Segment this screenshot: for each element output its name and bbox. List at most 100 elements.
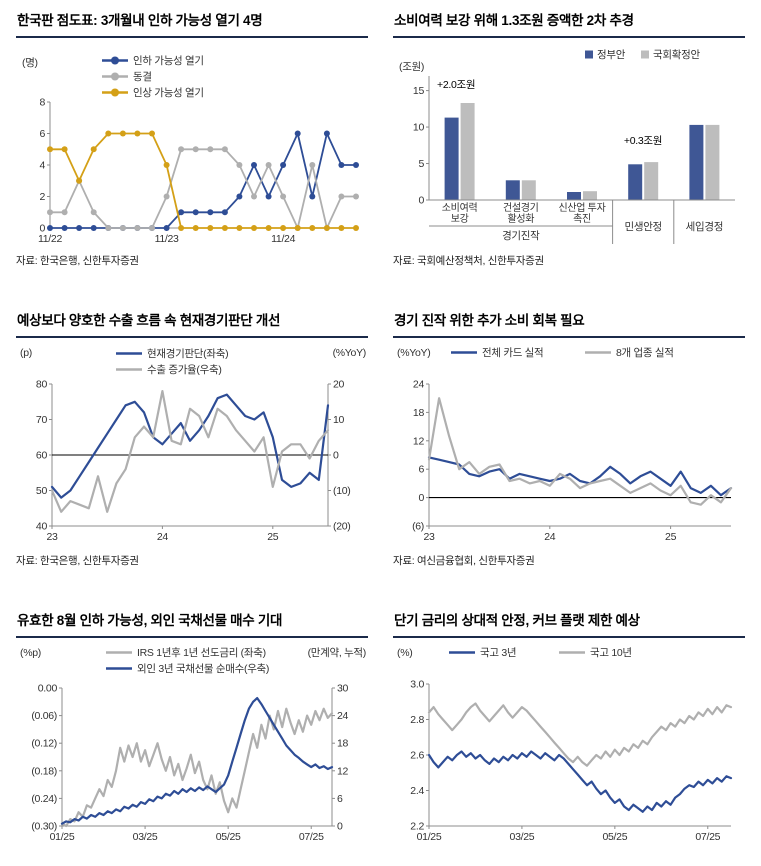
series-marker [221,224,228,231]
svg-text:6: 6 [418,463,424,475]
series-marker [61,224,68,231]
series-marker [236,193,243,200]
svg-text:동결: 동결 [133,71,152,83]
svg-text:03/25: 03/25 [133,831,158,843]
svg-text:24: 24 [544,531,556,543]
svg-text:세입경정: 세입경정 [686,220,723,233]
series-marker [178,146,185,153]
series-line [49,132,357,229]
svg-text:인하 가능성 열기: 인하 가능성 열기 [133,54,204,67]
series-marker [163,224,170,231]
series-marker [323,130,330,137]
series-marker [309,193,316,200]
svg-text:+2.0조원: +2.0조원 [437,79,475,91]
svg-text:(만계약, 누적): (만계약, 누적) [308,647,366,659]
series-marker [192,146,199,153]
series-line [427,456,733,497]
svg-text:(10): (10) [333,485,350,497]
series-marker [294,130,301,137]
series-marker [251,193,257,200]
bar [644,161,659,200]
svg-text:촉진: 촉진 [573,213,591,225]
series-marker [90,146,97,153]
svg-text:외인 3년 국채선물 순매수(우축): 외인 3년 국채선물 순매수(우축) [137,663,269,675]
series-marker [338,224,345,231]
ktb-yields-chart: 3.0 2.8 2.6 2.4 2.201/25 03/25 05/25 07/25 (%) 국고… [397,647,733,843]
chart-title-bsi-exports: 예상보다 양호한 수출 흐름 속 현재경기판단 개선 [16,310,368,338]
chart-title-irs-futures: 유효한 8월 인하 가능성, 외인 국채선물 매수 기대 [16,610,368,638]
series-marker [149,130,155,137]
svg-text:2.8: 2.8 [410,714,424,726]
series-marker [353,224,359,231]
svg-text:70: 70 [36,414,48,426]
series-line [60,696,334,825]
series-marker [178,224,185,231]
svg-text:8개 업종 실적: 8개 업종 실적 [616,346,674,359]
svg-text:(0.30): (0.30) [31,820,57,832]
svg-text:(%): (%) [397,647,412,659]
svg-text:03/25: 03/25 [510,831,535,843]
svg-text:05/25: 05/25 [216,831,241,843]
svg-text:소비여력: 소비여력 [442,202,478,214]
svg-text:(0.24): (0.24) [31,793,57,805]
svg-text:정부안: 정부안 [597,49,626,61]
chart-title-card-spending: 경기 진작 위한 추가 소비 회복 필요 [393,310,745,338]
svg-text:24: 24 [337,710,349,722]
svg-text:(0.06): (0.06) [31,710,57,722]
svg-text:25: 25 [267,531,279,543]
svg-text:2.6: 2.6 [410,749,424,761]
svg-text:(20): (20) [333,520,350,532]
series-marker [323,224,330,231]
svg-text:24: 24 [413,378,425,390]
series-marker [134,224,141,231]
svg-text:(%p): (%p) [20,647,41,659]
series-marker [236,161,243,168]
series-marker [90,209,97,216]
series-marker [105,130,112,137]
svg-text:국고 10년: 국고 10년 [590,647,632,659]
svg-text:(6): (6) [412,520,424,532]
svg-text:0: 0 [333,449,339,461]
series-line [427,702,733,767]
chart-source-supplementary-budget: 자료: 국회예산정책처, 신한투자증권 [393,254,544,267]
svg-text:2.2: 2.2 [410,820,424,832]
svg-text:국회확정안: 국회확정안 [653,48,700,61]
svg-text:2: 2 [39,191,45,203]
series-marker [265,161,272,168]
svg-text:24: 24 [157,531,169,543]
series-marker [207,146,214,153]
legend-swatch [585,50,593,59]
series-marker [192,209,199,216]
series-marker [119,130,126,137]
series-marker [192,224,199,231]
series-marker [207,224,214,231]
series-marker [134,130,141,137]
bar [628,164,643,200]
svg-text:12: 12 [337,765,349,777]
chart-block-supplementary-budget: 소비여력 보강 위해 1.3조원 증액한 2차 추경 15 10 5 0 소비여력 보강 건… [393,10,745,268]
series-marker [265,193,272,200]
svg-text:25: 25 [665,531,677,543]
svg-text:IRS 1년후 1년 선도금리 (좌축): IRS 1년후 1년 선도금리 (좌축) [137,647,266,659]
chart-area-irs-futures: 0.00 (0.06) (0.12) (0.18) (0.24) (0.30) 30 24 18… [16,638,368,852]
svg-text:민생안정: 민생안정 [624,221,661,233]
series-marker [163,161,170,168]
svg-text:8: 8 [39,96,45,108]
svg-text:15: 15 [413,85,425,97]
svg-text:10: 10 [333,414,345,426]
chart-block-irs-futures: 유효한 8월 인하 가능성, 외인 국채선물 매수 기대 0.00 (0.06) (… [16,610,368,866]
svg-text:0: 0 [418,492,424,504]
svg-text:50: 50 [36,485,48,497]
chart-block-card-spending: 경기 진작 위한 추가 소비 회복 필요 24 18 12 6 0 (6) 23 24 25 (%… [393,310,745,568]
svg-text:건설경기: 건설경기 [503,201,539,214]
bar [444,117,459,200]
svg-text:0: 0 [337,820,343,832]
bar [505,180,520,200]
irs-futures-chart: 0.00 (0.06) (0.12) (0.18) (0.24) (0.30) 30 24 18… [20,647,366,843]
svg-text:수출 증가율(우축): 수출 증가율(우축) [147,364,222,376]
svg-text:11/23: 11/23 [155,233,179,245]
chart-source-card-spending: 자료: 여신금융협회, 신한투자증권 [393,554,535,567]
series-marker [309,224,316,231]
